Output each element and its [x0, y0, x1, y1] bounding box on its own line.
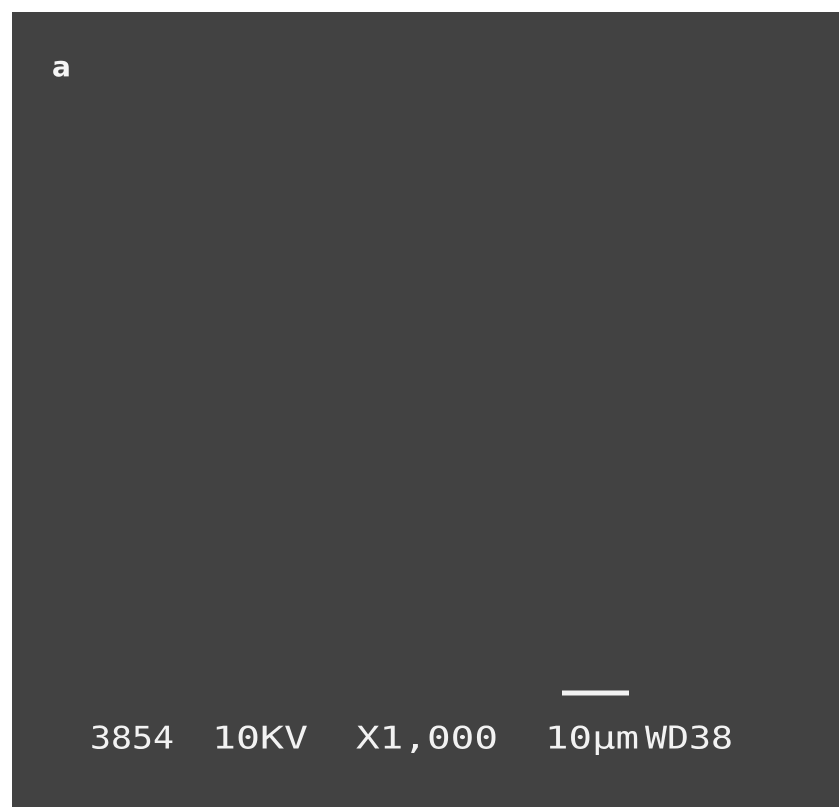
voltage: 10KV — [212, 721, 308, 757]
micrograph-figure: a 3854 10KV X1,000 10µm WD38 — [0, 0, 839, 807]
micrograph-number: 3854 — [90, 721, 174, 757]
scale-text: 10µm — [545, 721, 639, 757]
magnification: X1,000 — [356, 721, 498, 757]
working-distance: WD38 — [645, 721, 733, 757]
sem-image — [12, 12, 839, 807]
page: {"panel_label": "a", "info_bar": {"micro… — [0, 0, 839, 807]
panel-label: a — [52, 50, 71, 83]
